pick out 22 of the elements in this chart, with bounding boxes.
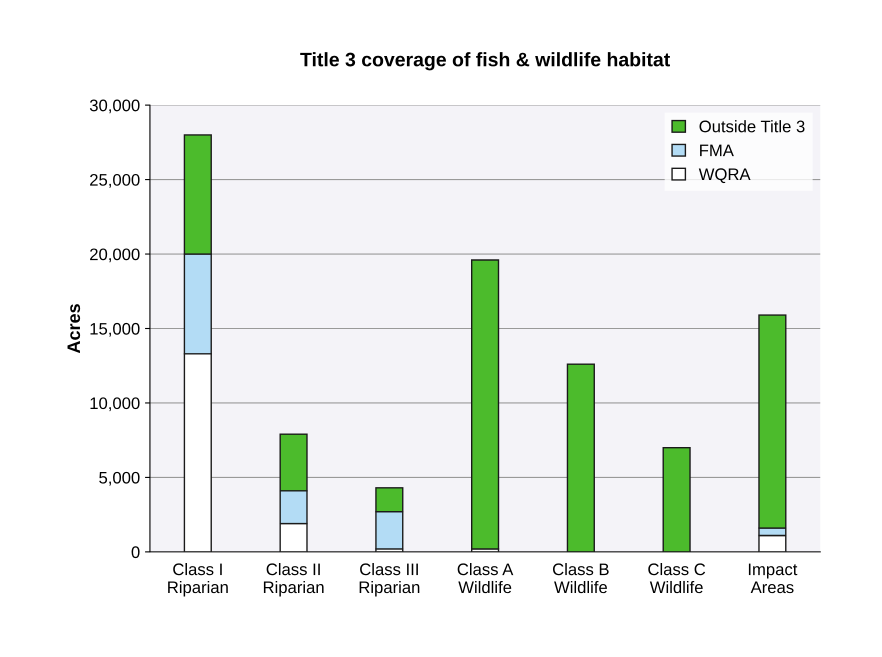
y-tick-label: 15,000 (90, 322, 140, 337)
legend-label: Outside Title 3 (700, 120, 805, 132)
bar (566, 364, 595, 552)
y-tick-label: 30,000 (90, 100, 140, 114)
x-tick-label: Class III Riparian (360, 562, 420, 596)
x-tick-label: Impact Areas (748, 564, 798, 594)
y-tick-label: 20,000 (90, 248, 140, 262)
x-tick-label: Class C Wildlife (648, 562, 706, 594)
y-axis-title: Acres (68, 304, 80, 354)
y-tick-label: 10,000 (90, 397, 140, 412)
x-tick-label: Class II Riparian (264, 562, 324, 596)
legend-label: WQRA (698, 168, 751, 184)
bar (662, 446, 691, 552)
x-tick-label: Class A Wildlife (458, 562, 514, 594)
y-tick-label: 25,000 (90, 174, 140, 188)
x-tick-label: Class B Wildlife (552, 562, 609, 594)
x-tick-label: Class I Riparian (168, 562, 228, 596)
y-tick-label: 5,000 (99, 472, 140, 486)
y-tick-label: 0 (132, 546, 140, 558)
chart-title: Title 3 coverage of fish & wildlife habitat (300, 52, 670, 70)
bar (471, 259, 500, 550)
legend-label: FMA (700, 144, 734, 156)
